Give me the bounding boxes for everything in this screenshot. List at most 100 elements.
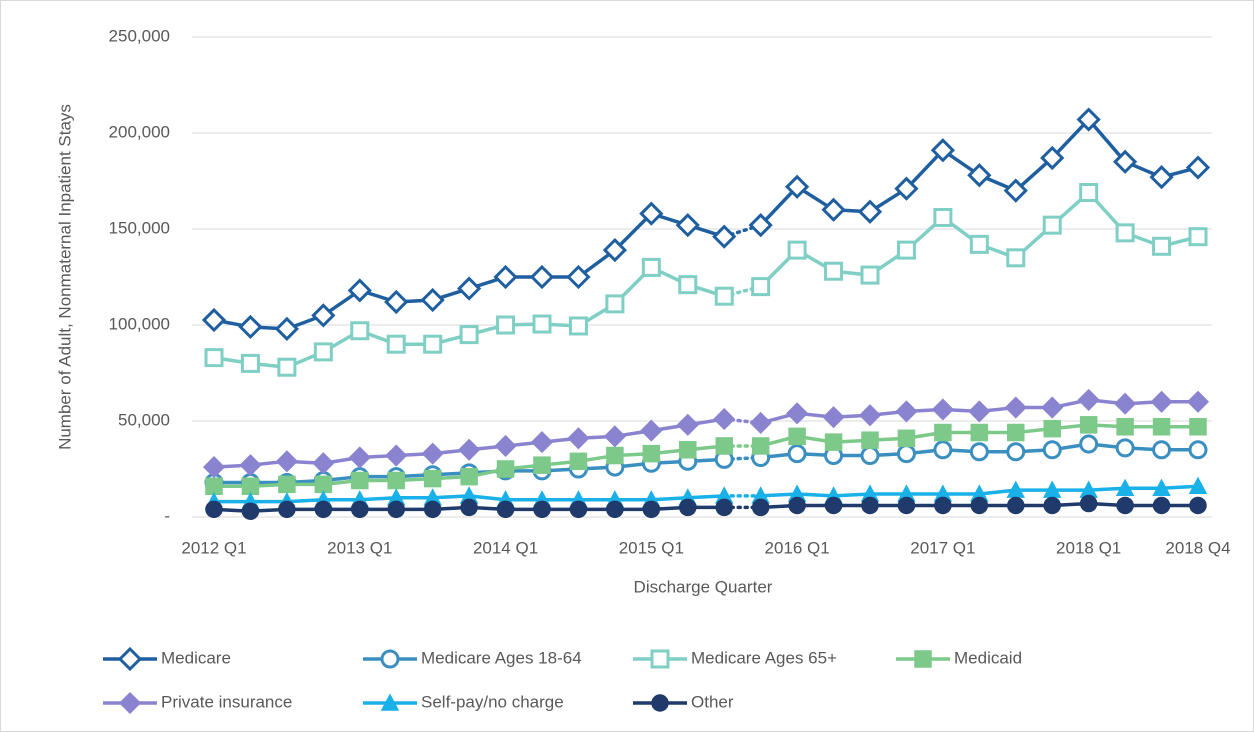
marker [494,434,517,458]
marker [712,224,737,249]
marker [784,174,810,199]
marker [788,427,806,446]
marker [602,237,628,263]
marker [641,257,661,277]
legend-marker [380,649,400,669]
marker [351,500,369,519]
marker [861,496,879,515]
marker [860,446,880,466]
marker [606,500,624,519]
marker [314,475,333,494]
legend-marker [118,691,142,715]
marker [1077,388,1100,411]
marker [896,444,916,464]
y-tick-label: 250,000 [109,26,170,45]
marker [606,446,624,465]
marker [678,275,698,295]
marker [1042,215,1062,235]
marker [1007,423,1025,442]
marker [347,278,372,303]
legend-item: Medicare [103,646,231,672]
marker [933,207,953,227]
legend-item: Medicare Ages 65+ [633,648,837,669]
legend-marker [117,646,143,672]
marker [751,437,770,455]
marker [715,437,733,455]
marker [205,500,223,519]
marker [824,261,844,281]
marker [676,413,699,436]
marker [895,400,918,423]
marker [1042,440,1062,460]
y-tick-label: 200,000 [109,122,170,141]
marker [970,496,989,515]
marker [639,201,664,226]
marker [824,496,843,515]
marker [1041,396,1064,419]
marker [423,469,442,488]
marker [1188,227,1208,247]
marker [204,348,224,368]
marker [567,427,590,450]
marker [314,500,333,519]
marker [1079,416,1098,434]
marker [496,500,515,519]
legend-marker [650,649,670,669]
marker [788,496,806,515]
marker [529,264,555,290]
marker [897,496,916,515]
marker [1116,496,1134,515]
marker [1152,496,1171,515]
marker [240,353,260,373]
legend-label: Medicaid [954,648,1022,667]
marker [566,264,591,290]
marker [822,406,845,429]
marker [238,314,263,340]
marker [420,287,445,313]
marker [603,425,626,448]
marker [715,498,733,517]
marker [640,419,663,442]
marker [1007,496,1025,515]
legend-marker [651,694,669,712]
marker [458,438,481,461]
legend-label: Medicare [161,648,231,667]
marker [1116,418,1134,436]
legend-label: Other [691,692,734,711]
marker [968,400,991,423]
marker [1040,145,1065,171]
marker [749,411,772,434]
marker [386,334,406,354]
marker [569,452,588,471]
marker [421,442,444,465]
marker [568,316,588,336]
marker [205,477,223,496]
marker [1152,418,1171,436]
marker [275,450,298,473]
legend-label: Medicare Ages 65+ [691,648,837,667]
x-tick-label: 2012 Q1 [181,538,246,557]
y-axis-title: Number of Adult, Nonmaternal Inpatient S… [55,104,74,450]
marker [423,334,443,354]
marker [493,264,518,290]
marker [824,433,843,451]
marker [1079,183,1099,203]
marker [714,286,734,306]
legend-item: Medicare Ages 18-64 [363,648,582,669]
marker [860,265,880,285]
marker [969,234,989,254]
y-tick-label: 100,000 [109,314,170,333]
marker [679,441,697,459]
marker [456,276,482,301]
marker [1152,440,1172,460]
marker [313,342,333,362]
marker [1115,478,1135,496]
marker [970,423,989,442]
marker [460,498,478,517]
marker [311,303,336,328]
marker [1150,390,1173,413]
x-tick-label: 2015 Q1 [619,538,684,557]
marker [1112,149,1138,174]
